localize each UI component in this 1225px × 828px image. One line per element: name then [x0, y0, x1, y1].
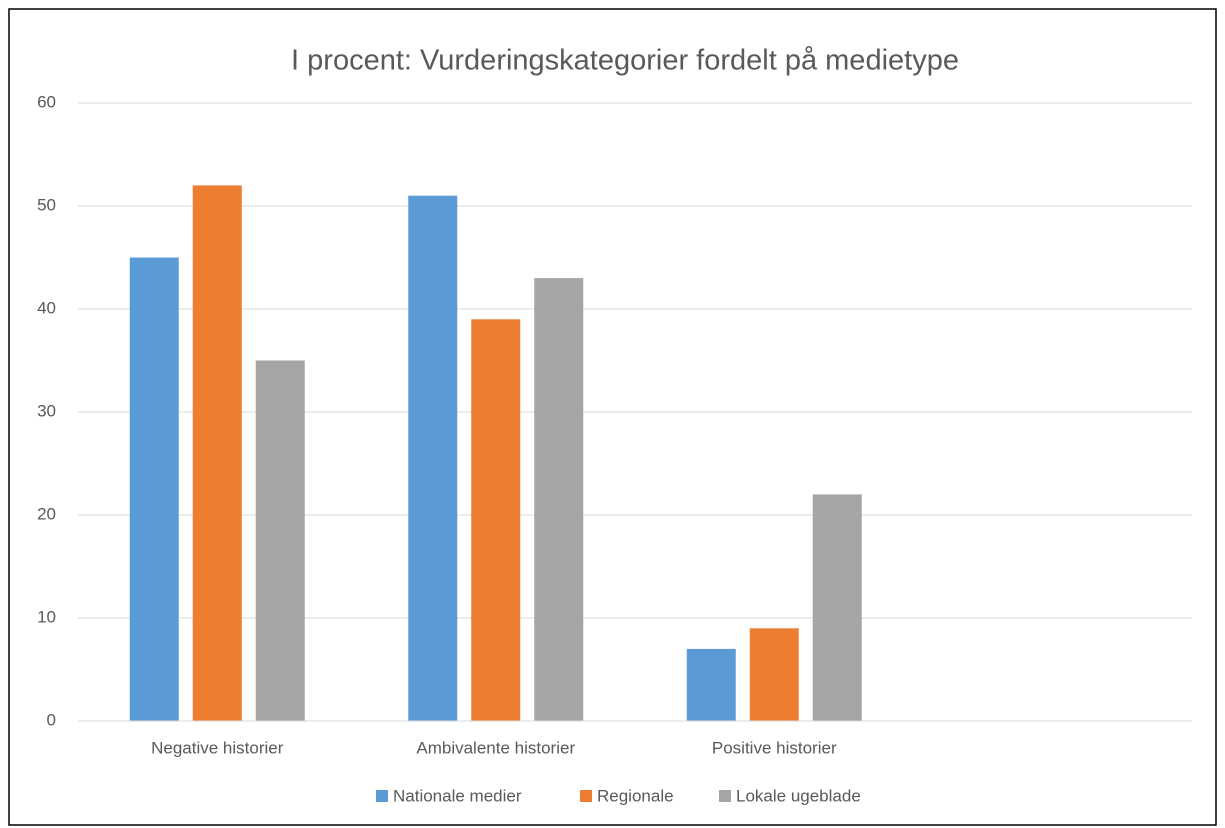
chart-frame [8, 8, 1217, 826]
legend-swatch [580, 790, 592, 802]
y-tick-label: 50 [37, 195, 56, 214]
bar [255, 360, 305, 721]
y-tick-label: 10 [37, 607, 56, 626]
y-tick-label: 30 [37, 401, 56, 420]
legend-label: Lokale ugeblade [736, 786, 861, 805]
bar [471, 319, 521, 721]
bar [749, 628, 799, 721]
chart-title: I procent: Vurderingskategorier fordelt … [291, 45, 959, 77]
y-tick-label: 40 [37, 298, 56, 317]
bar [192, 185, 242, 721]
y-tick-label: 0 [47, 710, 56, 729]
legend-label: Regionale [597, 786, 674, 805]
bar [686, 648, 736, 721]
legend-swatch [376, 790, 388, 802]
bar [129, 257, 179, 721]
y-tick-label: 20 [37, 504, 56, 523]
legend-label: Nationale medier [393, 786, 522, 805]
bar [534, 278, 584, 721]
x-tick-label: Negative historier [151, 738, 284, 757]
bar [812, 494, 862, 721]
bar [408, 195, 458, 721]
y-tick-label: 60 [37, 92, 56, 111]
x-tick-label: Ambivalente historier [416, 738, 575, 757]
legend-swatch [719, 790, 731, 802]
x-tick-label: Positive historier [712, 738, 837, 757]
